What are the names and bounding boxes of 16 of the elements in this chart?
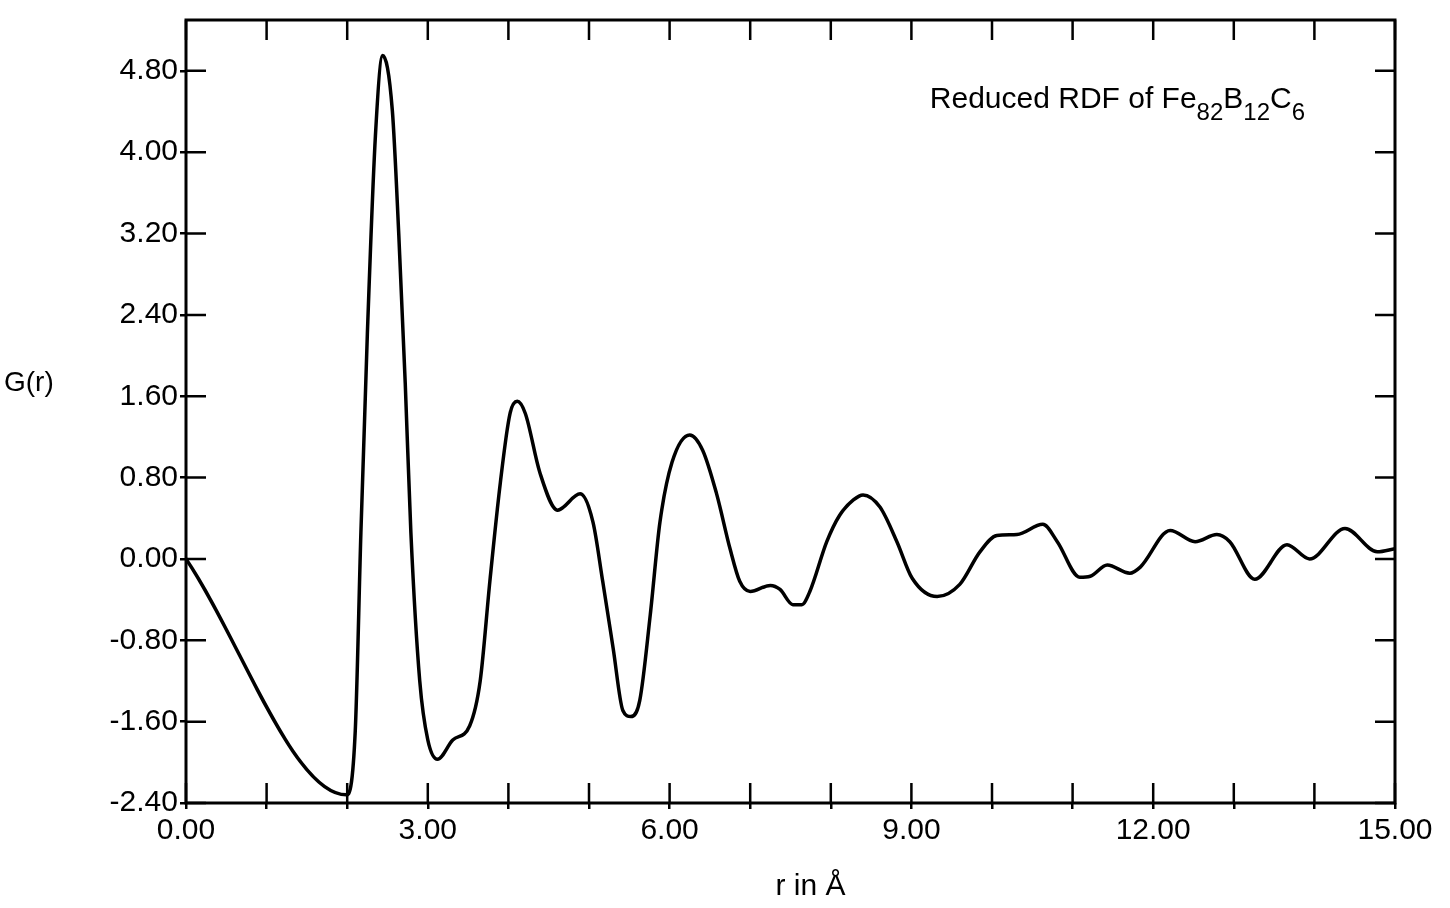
y-tick-label: 2.40 bbox=[119, 296, 178, 330]
x-tick-label: 3.00 bbox=[398, 812, 457, 846]
x-axis-title: r in Å bbox=[775, 868, 846, 901]
y-tick-label: 0.00 bbox=[119, 540, 178, 574]
y-tick-label: -0.80 bbox=[109, 621, 178, 655]
x-tick-label: 6.00 bbox=[640, 812, 699, 846]
y-tick-label: 4.80 bbox=[119, 52, 178, 86]
x-tick-label: 15.00 bbox=[1357, 812, 1433, 846]
x-tick-label: 9.00 bbox=[882, 812, 941, 846]
y-tick-label: 0.80 bbox=[119, 458, 178, 492]
x-tick-label: 12.00 bbox=[1115, 812, 1191, 846]
y-tick-label: 3.20 bbox=[119, 214, 178, 248]
y-axis-title: G(r) bbox=[4, 366, 54, 398]
y-tick-label: 1.60 bbox=[119, 377, 178, 411]
y-tick-label: 4.00 bbox=[119, 133, 178, 167]
y-tick-label: -1.60 bbox=[109, 702, 178, 736]
